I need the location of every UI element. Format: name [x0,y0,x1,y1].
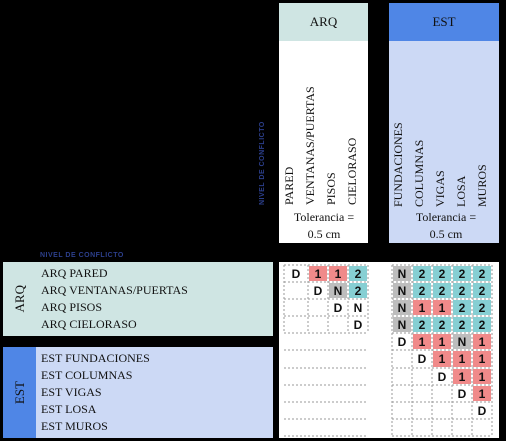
matrix-cell: 1 [433,334,451,349]
matrix-cell: 1 [433,300,451,315]
nivel-conflicto-horizontal: NIVEL DE CONFLICTO [40,252,124,259]
matrix-cell: 1 [473,386,491,401]
matrix-cell: D [437,369,447,384]
matrix-cell: 2 [413,317,431,332]
nivel-conflicto-vertical: NIVEL DE CONFLICTO [259,121,266,205]
matrix-cell: N [393,317,411,332]
matrix-cell: 2 [473,266,491,281]
row-label-est-muros: EST MUROS [41,419,108,433]
est-row-title-text: EST [12,380,27,405]
matrix-cell: 1 [473,369,491,384]
row-label-arq-cieloraso: ARQ CIELORASO [41,317,137,331]
matrix-cell: 1 [413,300,431,315]
matrix-cell: D [417,352,427,366]
matrix-cell: D [457,386,467,401]
row-label-arq-pared: ARQ PARED [41,266,108,280]
est-col-label-columnas: COLUMNAS [412,139,426,207]
matrix-cell: D [397,334,407,349]
row-label-arq-pisos: ARQ PISOS [41,300,103,314]
arq-col-label-pisos: PISOS [324,172,338,205]
matrix-cell: 1 [453,351,471,367]
matrix-cell: N [329,283,347,298]
matrix-cell: 2 [413,283,431,298]
est-col-label-losa: LOSA [454,175,468,207]
matrix-cell: 1 [473,351,491,367]
matrix-cell: 2 [433,266,451,281]
est-column-group-title: EST [389,3,499,41]
matrix-cell: D [313,283,323,298]
est-col-label-fundaciones: FUNDACIONES [391,122,405,207]
arq-row-labels: ARQ PARED ARQ VENTANAS/PUERTAS ARQ PISOS… [39,265,188,333]
row-label-est-losa: EST LOSA [41,402,97,416]
matrix-cell: N [393,300,411,315]
row-label-arq-ventanas: ARQ VENTANAS/PUERTAS [41,283,188,297]
row-label-est-columnas: EST COLUMNAS [41,368,133,382]
matrix-cell: 1 [309,266,327,281]
matrix-cell: 2 [473,300,491,315]
arq-row-group: ARQ ARQ PARED ARQ VENTANAS/PUERTAS ARQ P… [3,262,273,336]
arq-column-group-title: ARQ [279,3,368,41]
matrix-cell: N [353,300,363,315]
matrix-cell: 2 [453,283,471,298]
matrix-cell: N [393,266,411,281]
est-row-group: EST EST FUNDACIONES EST COLUMNAS EST VIG… [3,347,273,438]
est-column-group: EST FUNDACIONES COLUMNAS VIGAS LOSA MURO… [389,3,499,243]
matrix-cell: D [291,266,301,281]
est-row-group-title: EST [3,347,36,438]
matrix-cell: 1 [413,334,431,349]
matrix-cell: 2 [349,266,367,281]
matrix-cell: 1 [453,369,471,384]
matrix-cell: 1 [473,334,491,349]
arq-col-label-cieloraso: CIELORASO [345,137,359,205]
matrix-cell: D [353,317,363,332]
matrix-cell: 2 [349,283,367,298]
est-column-labels: FUNDACIONES COLUMNAS VIGAS LOSA MUROS [391,65,493,207]
matrix-cell: 2 [473,317,491,332]
matrix-cell: 2 [453,317,471,332]
matrix-cell: N [393,283,411,298]
arq-tolerance: Tolerancia = 0.5 cm [293,210,355,241]
matrix-cell: N [453,334,471,349]
est-row-labels: EST FUNDACIONES EST COLUMNAS EST VIGAS E… [39,350,150,435]
arq-row-title-text: ARQ [12,285,27,313]
arq-column-group: ARQ PARED VENTANAS/PUERTAS PISOS CIELORA… [279,3,368,243]
matrix-cell: 1 [329,266,347,281]
matrix-cell: 2 [473,283,491,298]
matrix-cell: D [477,403,487,418]
arq-group-title-text: ARQ [309,14,338,29]
matrix-cell: 2 [453,266,471,281]
arq-column-labels: PARED VENTANAS/PUERTAS PISOS CIELORASO [282,65,363,205]
arq-col-label-ventanas: VENTANAS/PUERTAS [303,86,317,205]
matrix-cell: 2 [433,283,451,298]
row-label-est-vigas: EST VIGAS [41,385,102,399]
arq-row-group-title: ARQ [3,262,36,336]
matrix-cell: 2 [453,300,471,315]
est-group-title-text: EST [432,14,456,29]
arq-col-label-pared: PARED [282,166,296,205]
matrix-cell: D [333,300,343,315]
est-col-label-vigas: VIGAS [433,170,447,207]
row-label-est-fundaciones: EST FUNDACIONES [41,351,150,365]
matrix-cell: 1 [433,351,451,367]
matrix-grid [283,264,493,437]
est-tolerance: Tolerancia = 0.5 cm [415,210,477,241]
matrix-cell: 2 [413,266,431,281]
est-col-label-muros: MUROS [475,164,489,207]
matrix-cell: 2 [433,317,451,332]
